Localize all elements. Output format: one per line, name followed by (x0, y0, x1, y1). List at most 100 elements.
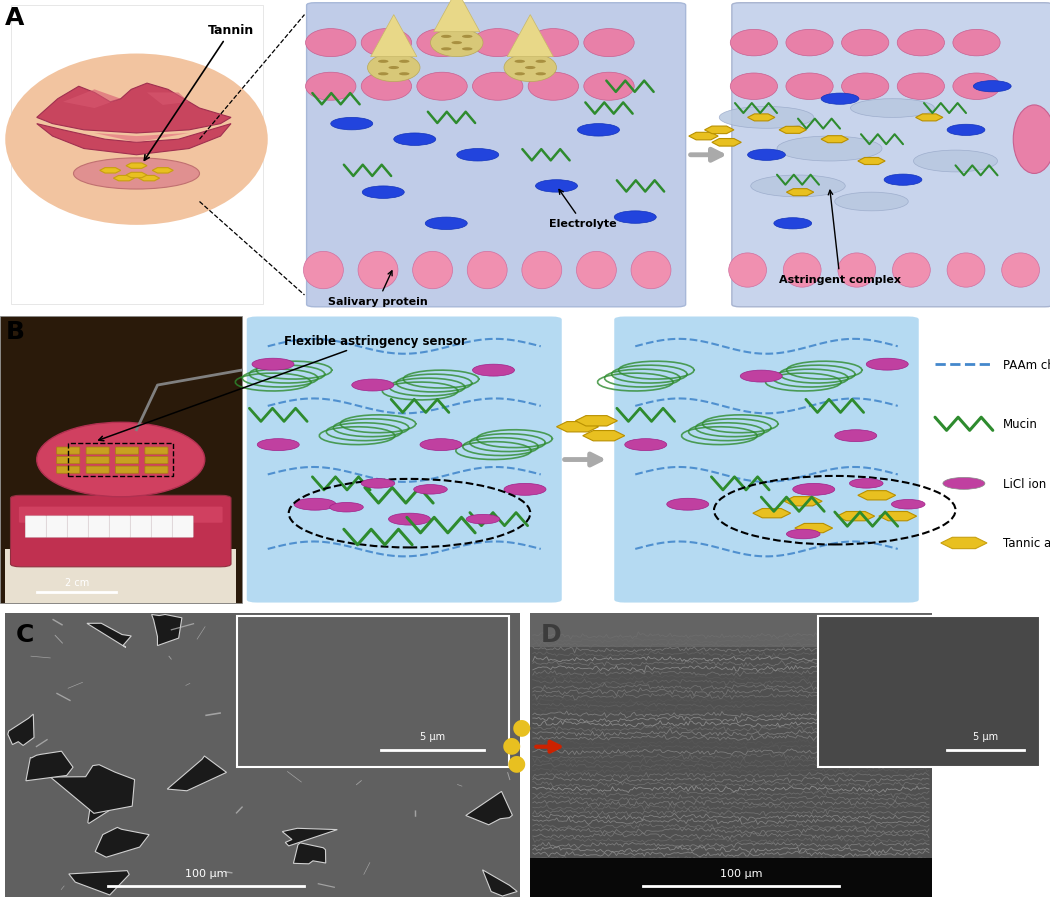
Text: Electrolyte: Electrolyte (549, 190, 616, 229)
Polygon shape (63, 90, 121, 109)
Circle shape (466, 515, 500, 524)
Ellipse shape (528, 30, 579, 58)
FancyBboxPatch shape (150, 116, 177, 123)
Circle shape (625, 439, 667, 451)
Text: Tannin: Tannin (144, 24, 254, 161)
Circle shape (884, 175, 922, 186)
Text: 5 μm: 5 μm (973, 732, 999, 741)
Polygon shape (414, 704, 479, 736)
Text: PAAm chain: PAAm chain (1003, 358, 1050, 372)
Ellipse shape (584, 73, 634, 101)
Polygon shape (916, 115, 943, 122)
Polygon shape (795, 524, 833, 533)
Polygon shape (259, 658, 302, 690)
FancyBboxPatch shape (151, 516, 172, 538)
Circle shape (452, 42, 462, 45)
Polygon shape (689, 133, 718, 141)
Polygon shape (459, 703, 489, 713)
Polygon shape (37, 84, 231, 133)
Polygon shape (278, 741, 337, 762)
FancyBboxPatch shape (307, 4, 686, 308)
Ellipse shape (835, 193, 908, 212)
FancyBboxPatch shape (145, 466, 168, 474)
Polygon shape (941, 538, 987, 549)
FancyBboxPatch shape (237, 616, 509, 767)
FancyBboxPatch shape (25, 516, 46, 538)
Polygon shape (779, 127, 806, 134)
Ellipse shape (5, 54, 268, 226)
FancyBboxPatch shape (124, 116, 151, 123)
Polygon shape (69, 870, 129, 895)
FancyBboxPatch shape (86, 457, 109, 465)
FancyBboxPatch shape (172, 516, 193, 538)
Polygon shape (50, 765, 134, 814)
Circle shape (835, 430, 877, 442)
FancyBboxPatch shape (130, 516, 151, 538)
Text: B: B (5, 320, 24, 344)
Ellipse shape (358, 252, 398, 290)
Ellipse shape (522, 252, 562, 290)
Text: A: A (5, 6, 24, 30)
Polygon shape (147, 94, 189, 106)
FancyBboxPatch shape (247, 318, 562, 603)
Ellipse shape (731, 31, 777, 57)
Polygon shape (420, 637, 445, 655)
Polygon shape (980, 621, 1012, 635)
Polygon shape (879, 512, 917, 521)
Circle shape (536, 180, 578, 193)
Polygon shape (466, 791, 512, 824)
Ellipse shape (631, 252, 671, 290)
Polygon shape (826, 685, 857, 704)
Polygon shape (26, 751, 74, 781)
Text: LiCl ion: LiCl ion (1003, 477, 1046, 491)
Polygon shape (1001, 643, 1032, 667)
FancyBboxPatch shape (5, 613, 520, 897)
Text: Mucin: Mucin (1003, 418, 1037, 431)
Circle shape (388, 513, 430, 526)
Text: Tannic acid: Tannic acid (1003, 537, 1050, 550)
Polygon shape (390, 711, 474, 733)
Ellipse shape (303, 252, 343, 290)
FancyBboxPatch shape (67, 516, 88, 538)
FancyBboxPatch shape (116, 447, 139, 455)
Circle shape (472, 364, 514, 377)
Ellipse shape (785, 31, 834, 57)
Ellipse shape (914, 151, 998, 172)
FancyBboxPatch shape (5, 549, 236, 603)
Polygon shape (852, 701, 869, 723)
Circle shape (414, 485, 447, 494)
Circle shape (352, 380, 394, 391)
Text: ●: ● (512, 716, 531, 736)
Circle shape (441, 36, 452, 39)
Circle shape (525, 67, 536, 70)
Polygon shape (167, 756, 227, 791)
Polygon shape (327, 658, 359, 681)
Circle shape (394, 133, 436, 146)
Ellipse shape (952, 31, 1000, 57)
Ellipse shape (417, 73, 467, 101)
Ellipse shape (892, 253, 930, 288)
Ellipse shape (1002, 253, 1040, 288)
Polygon shape (705, 127, 734, 134)
Ellipse shape (472, 30, 523, 58)
Polygon shape (126, 173, 147, 179)
Ellipse shape (361, 73, 412, 101)
Polygon shape (94, 133, 189, 143)
FancyBboxPatch shape (10, 6, 262, 305)
Circle shape (504, 483, 546, 496)
FancyBboxPatch shape (145, 447, 168, 455)
Circle shape (793, 483, 835, 496)
Circle shape (514, 60, 525, 64)
Polygon shape (858, 491, 896, 501)
Ellipse shape (785, 74, 834, 100)
FancyBboxPatch shape (116, 466, 139, 474)
Ellipse shape (472, 73, 523, 101)
Polygon shape (869, 667, 889, 684)
Polygon shape (392, 649, 422, 674)
Circle shape (891, 500, 925, 510)
Polygon shape (371, 15, 417, 58)
FancyBboxPatch shape (116, 457, 139, 465)
Polygon shape (257, 711, 293, 724)
Polygon shape (912, 747, 945, 762)
FancyBboxPatch shape (530, 858, 931, 897)
